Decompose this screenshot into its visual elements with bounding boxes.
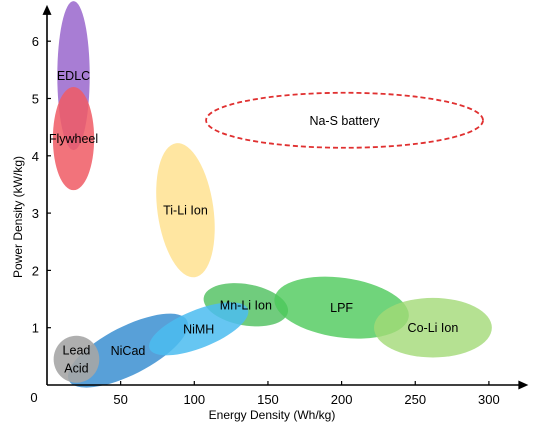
x-axis-arrow <box>518 380 529 390</box>
ticks-layer: 50 100 150 200 250 300 1 2 3 4 5 6 <box>32 34 500 407</box>
region-flywheel <box>52 87 95 191</box>
y-axis-title: Power Density (kW/kg) <box>11 156 25 278</box>
label-ti-li-ion: Ti-Li Ion <box>163 204 208 218</box>
y-tick-label: 5 <box>32 92 39 107</box>
region-na-s-battery <box>205 91 484 149</box>
y-axis-arrow <box>42 4 52 15</box>
label-nimh: NiMH <box>183 322 214 336</box>
label-flywheel: Flywheel <box>49 132 98 146</box>
labels-layer: EDLC Flywheel Ti-Li Ion Mn-Li Ion LPF Co-Li I… <box>49 69 458 376</box>
region-lead-acid <box>53 335 100 383</box>
axes-layer <box>42 4 529 390</box>
x-tick-label: 150 <box>257 392 279 407</box>
x-tick-label: 250 <box>404 392 426 407</box>
label-co-li-ion: Co-Li Ion <box>408 321 459 335</box>
y-tick-label: 4 <box>32 149 39 164</box>
y-tick-label: 6 <box>32 34 39 49</box>
regions-layer <box>52 1 492 388</box>
label-nicad: NiCad <box>111 344 146 358</box>
region-nimh <box>149 302 249 356</box>
label-edlc: EDLC <box>57 69 90 83</box>
region-co-li-ion <box>374 297 492 358</box>
x-axis-title: Energy Density (Wh/kg) <box>209 408 336 422</box>
y-tick-label: 1 <box>32 321 39 336</box>
label-na-s-battery: Na-S battery <box>309 114 380 128</box>
x-tick-label: 100 <box>183 392 205 407</box>
y-tick-label: 2 <box>32 263 39 278</box>
x-tick-label: 50 <box>113 392 127 407</box>
label-lpf: LPF <box>330 301 353 315</box>
y-tick-label: 3 <box>32 206 39 221</box>
origin-label: 0 <box>30 390 37 405</box>
label-lead-acid: Lead Acid <box>63 344 91 376</box>
label-mn-li-ion: Mn-Li Ion <box>220 298 272 312</box>
region-ti-li-ion <box>156 143 215 278</box>
x-tick-label: 200 <box>331 392 353 407</box>
x-tick-label: 300 <box>478 392 500 407</box>
